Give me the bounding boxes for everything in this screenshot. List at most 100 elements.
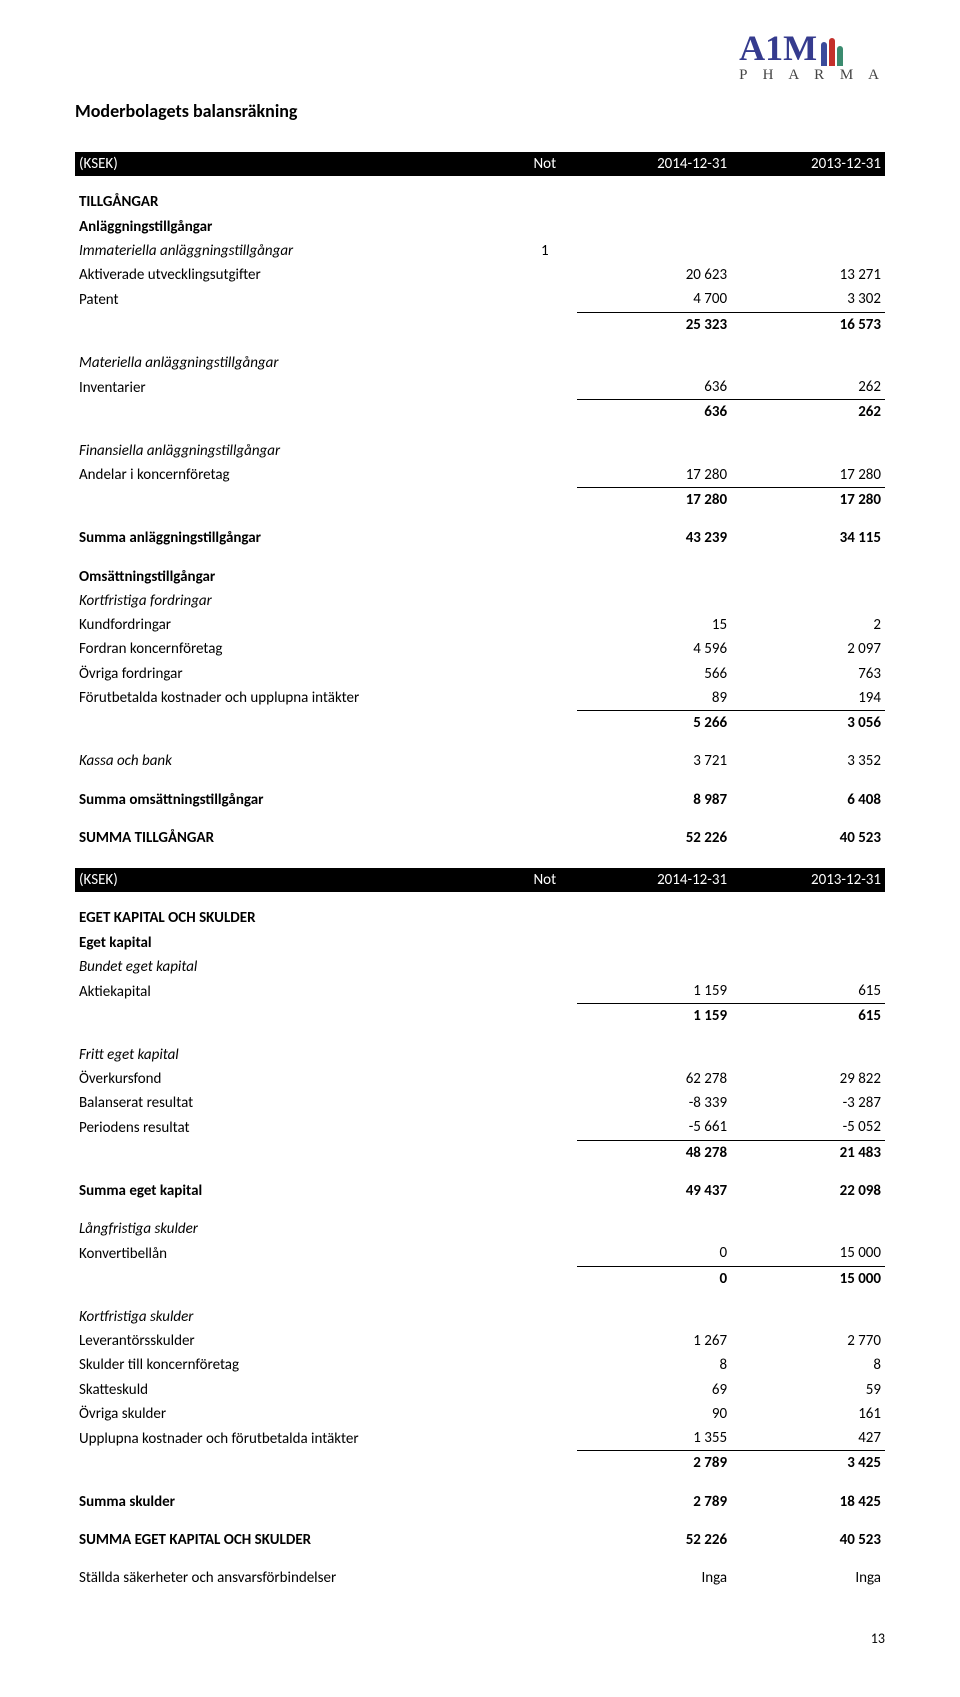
- hdr-col-2013: 2013-12-31: [731, 152, 885, 176]
- row-val-y1: 90: [577, 1402, 731, 1426]
- row-label: Summa anläggningstillgångar: [75, 526, 512, 550]
- summary-row: Summa anläggningstillgångar 43 239 34 11…: [75, 526, 885, 550]
- table-row: Leverantörsskulder 1 267 2 770: [75, 1329, 885, 1353]
- row-val-y1: 62 278: [577, 1067, 731, 1091]
- heading-bundet: Bundet eget kapital: [75, 955, 512, 979]
- row-label: Konvertibellån: [75, 1241, 512, 1266]
- subtotal-y1: 17 280: [577, 488, 731, 513]
- table-row: Förutbetalda kostnader och upplupna intä…: [75, 686, 885, 711]
- heading-langfristiga: Långfristiga skulder: [75, 1217, 512, 1241]
- heading-ek-skulder: EGET KAPITAL OCH SKULDER: [75, 906, 512, 930]
- logo-subtext: P H A R M A: [739, 68, 885, 83]
- subtotal-y1: 1 159: [577, 1004, 731, 1029]
- page-number: 13: [75, 1630, 885, 1647]
- row-val-y2: 3 352: [731, 749, 885, 773]
- heading-fritt: Fritt eget kapital: [75, 1043, 512, 1067]
- row-label: Övriga skulder: [75, 1402, 512, 1426]
- equity-table: (KSEK) Not 2014-12-31 2013-12-31 EGET KA…: [75, 868, 885, 1590]
- row-val-y1: Inga: [577, 1566, 731, 1590]
- heading-kortfristiga-sk: Kortfristiga skulder: [75, 1305, 512, 1329]
- row-val-y1: 8: [577, 1353, 731, 1377]
- assets-table: (KSEK) Not 2014-12-31 2013-12-31 TILLGÅN…: [75, 152, 885, 850]
- table-row: Fordran koncernföretag 4 596 2 097: [75, 637, 885, 661]
- table-row: Skulder till koncernföretag 8 8: [75, 1353, 885, 1377]
- table-row: Kundfordringar 15 2: [75, 613, 885, 637]
- row-val-y1: 20 623: [577, 263, 731, 287]
- subtotal-y2: 16 573: [731, 312, 885, 337]
- row-val-y1: 52 226: [577, 1528, 731, 1552]
- row-label: Kundfordringar: [75, 613, 512, 637]
- subtotal-y2: 615: [731, 1004, 885, 1029]
- subtotal-row: 48 278 21 483: [75, 1140, 885, 1165]
- row-label: Patent: [75, 287, 512, 312]
- row-val-y2: -3 287: [731, 1091, 885, 1115]
- row-label: Summa eget kapital: [75, 1179, 512, 1203]
- row-val-y2: Inga: [731, 1566, 885, 1590]
- row-val-y2: 29 822: [731, 1067, 885, 1091]
- heading-tillgangar: TILLGÅNGAR: [75, 190, 512, 214]
- row-val-y1: 69: [577, 1378, 731, 1402]
- row-val-y2: 262: [731, 375, 885, 400]
- hdr-col-2013: 2013-12-31: [731, 868, 885, 892]
- row-val-y2: 615: [731, 979, 885, 1004]
- row-val-y2: 427: [731, 1426, 885, 1451]
- row-label: Aktiekapital: [75, 979, 512, 1004]
- row-label: Fordran koncernföretag: [75, 637, 512, 661]
- hdr-ksek: (KSEK): [75, 152, 512, 176]
- row-val-y1: 566: [577, 662, 731, 686]
- row-label: Skulder till koncernföretag: [75, 1353, 512, 1377]
- heading-omsattning: Omsättningstillgångar: [75, 565, 512, 589]
- row-val-y1: 1 159: [577, 979, 731, 1004]
- subtotal-y2: 262: [731, 400, 885, 425]
- table-row: Aktiekapital 1 159 615: [75, 979, 885, 1004]
- subtotal-y2: 15 000: [731, 1266, 885, 1291]
- subtotal-y2: 17 280: [731, 488, 885, 513]
- row-val-y2: 194: [731, 686, 885, 711]
- hdr-col-2014: 2014-12-31: [577, 152, 731, 176]
- row-label: Ställda säkerheter och ansvarsförbindels…: [75, 1566, 512, 1590]
- row-val-y1: 0: [577, 1241, 731, 1266]
- hdr-col-2014: 2014-12-31: [577, 868, 731, 892]
- note-1: 1: [512, 239, 577, 263]
- row-label: Andelar i koncernföretag: [75, 463, 512, 488]
- table-row: Periodens resultat -5 661 -5 052: [75, 1115, 885, 1140]
- row-val-y1: 3 721: [577, 749, 731, 773]
- row-val-y2: 17 280: [731, 463, 885, 488]
- row-val-y1: 43 239: [577, 526, 731, 550]
- subtotal-y1: 48 278: [577, 1140, 731, 1165]
- row-label: Kassa och bank: [75, 749, 512, 773]
- row-val-y1: -8 339: [577, 1091, 731, 1115]
- table-row: Patent 4 700 3 302: [75, 287, 885, 312]
- table-row: Upplupna kostnader och förutbetalda intä…: [75, 1426, 885, 1451]
- row-val-y1: 636: [577, 375, 731, 400]
- logo-top: A1M: [739, 30, 885, 66]
- row-val-y1: 89: [577, 686, 731, 711]
- row-val-y2: 40 523: [731, 826, 885, 850]
- logo: A1M P H A R M A: [739, 30, 885, 83]
- table-row: Övriga skulder 90 161: [75, 1402, 885, 1426]
- row-val-y2: 13 271: [731, 263, 885, 287]
- row-label: Aktiverade utvecklingsutgifter: [75, 263, 512, 287]
- row-val-y1: 49 437: [577, 1179, 731, 1203]
- total-row: SUMMA EGET KAPITAL OCH SKULDER 52 226 40…: [75, 1528, 885, 1552]
- logo-text: A1M: [739, 30, 817, 66]
- row-val-y2: 34 115: [731, 526, 885, 550]
- row-val-y2: 2: [731, 613, 885, 637]
- page: A1M P H A R M A Moderbolagets balansräkn…: [0, 0, 960, 1697]
- hdr-not: Not: [512, 868, 577, 892]
- hdr-ksek: (KSEK): [75, 868, 512, 892]
- row-label: Övriga fordringar: [75, 662, 512, 686]
- heading-kortfristiga: Kortfristiga fordringar: [75, 589, 512, 613]
- summary-row: Summa skulder 2 789 18 425: [75, 1490, 885, 1514]
- row-label: Balanserat resultat: [75, 1091, 512, 1115]
- summary-row: Summa omsättningstillgångar 8 987 6 408: [75, 788, 885, 812]
- row-val-y2: 3 302: [731, 287, 885, 312]
- table-header-row: (KSEK) Not 2014-12-31 2013-12-31: [75, 868, 885, 892]
- table-row: Skatteskuld 69 59: [75, 1378, 885, 1402]
- logo-antibody-icon: [821, 32, 843, 66]
- hdr-not: Not: [512, 152, 577, 176]
- subtotal-y2: 3 425: [731, 1451, 885, 1476]
- row-val-y2: 8: [731, 1353, 885, 1377]
- subtotal-row: 1 159 615: [75, 1004, 885, 1029]
- table-header-row: (KSEK) Not 2014-12-31 2013-12-31: [75, 152, 885, 176]
